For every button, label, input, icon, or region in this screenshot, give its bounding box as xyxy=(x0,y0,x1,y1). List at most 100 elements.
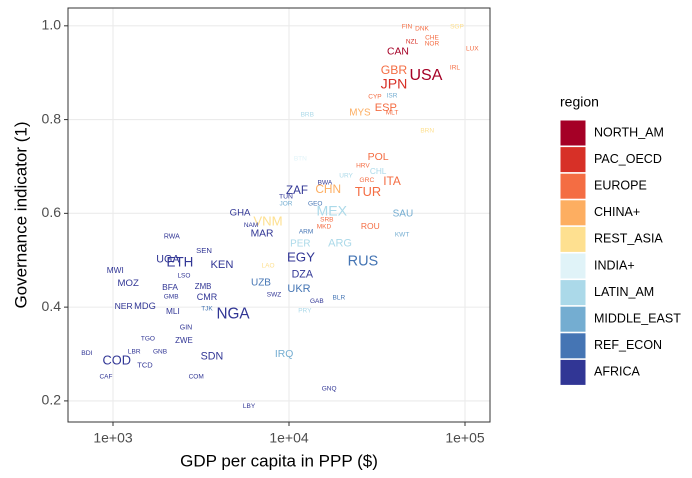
point-label: PER xyxy=(290,238,310,249)
point-label: NER xyxy=(115,301,133,311)
point-label: NAM xyxy=(244,222,258,229)
point-label: DZA xyxy=(292,269,314,281)
point-label: MEX xyxy=(316,203,347,219)
point-label: MDG xyxy=(134,301,156,311)
legend-swatch xyxy=(559,332,587,360)
point-label: VNM xyxy=(253,213,282,228)
point-label: BDI xyxy=(81,350,92,357)
y-tick-label: 0.8 xyxy=(42,110,62,126)
x-tick-label: 1e+05 xyxy=(445,430,485,446)
point-label: CAN xyxy=(387,46,409,57)
x-tick-label: 1e+04 xyxy=(269,430,309,446)
point-label: ZAF xyxy=(286,184,308,197)
point-label: GHA xyxy=(230,207,251,218)
point-label: GIN xyxy=(180,325,192,332)
point-label: BLR xyxy=(333,294,346,301)
point-label: RWA xyxy=(164,234,180,241)
legend-label: MIDDLE_EAST xyxy=(594,311,681,325)
legend-label: REF_ECON xyxy=(594,338,662,352)
point-label: RUS xyxy=(348,253,379,269)
legend-swatch xyxy=(559,358,587,386)
point-label: KWT xyxy=(395,232,409,239)
y-tick-label: 1.0 xyxy=(42,17,62,33)
point-label: TUN xyxy=(279,194,293,201)
legend-label: REST_ASIA xyxy=(594,232,663,246)
point-label: LAO xyxy=(262,263,275,270)
point-label: LBR xyxy=(128,348,141,355)
legend-label: PAC_OECD xyxy=(594,152,662,166)
point-label: GRC xyxy=(359,177,374,184)
point-label: MYS xyxy=(349,108,371,119)
point-label: GBR xyxy=(381,63,408,77)
point-label: CHN xyxy=(315,182,341,196)
point-label: SWZ xyxy=(267,292,281,299)
point-label: BRB xyxy=(301,112,314,119)
point-label: NOR xyxy=(425,40,440,47)
legend-swatch xyxy=(559,252,587,280)
legend-swatch xyxy=(559,199,587,227)
point-label: SEN xyxy=(196,246,212,255)
plot-border xyxy=(67,7,491,423)
point-label: ESP xyxy=(375,102,397,114)
point-label: KEN xyxy=(210,259,233,271)
point-label: GNB xyxy=(153,348,167,355)
point-label: CHE xyxy=(425,35,439,42)
point-label: UZB xyxy=(251,277,271,288)
legend-swatch xyxy=(559,279,587,307)
legend-swatch xyxy=(559,172,587,200)
point-label: CHL xyxy=(370,166,387,176)
point-label: ZWE xyxy=(175,336,193,345)
legend-label: INDIA+ xyxy=(594,258,635,272)
point-label: MWI xyxy=(107,265,124,275)
plot-panel xyxy=(68,8,490,422)
point-label: MKD xyxy=(317,224,332,231)
point-label: USA xyxy=(409,67,442,84)
point-label: COM xyxy=(189,374,204,381)
legend-swatch xyxy=(559,305,587,333)
point-label: MOZ xyxy=(118,278,139,289)
point-label: LSO xyxy=(177,272,190,279)
point-label: SDN xyxy=(201,351,224,363)
point-label: CAF xyxy=(99,374,112,381)
point-label: ISR xyxy=(387,92,398,99)
point-label: COD xyxy=(103,352,131,367)
point-label: SGP xyxy=(450,23,464,30)
point-label: BFA xyxy=(162,282,178,292)
point-label: POL xyxy=(368,151,389,163)
point-label: GNQ xyxy=(322,385,337,392)
point-label: EGY xyxy=(287,249,315,264)
legend-label: EUROPE xyxy=(594,178,647,192)
point-label: MLI xyxy=(166,306,180,316)
point-label: ITA xyxy=(383,174,401,188)
point-label: LUX xyxy=(466,46,479,53)
y-tick-label: 0.6 xyxy=(42,204,62,220)
legend-title: region xyxy=(560,94,599,110)
legend-label: LATIN_AM xyxy=(594,285,654,299)
point-label: JOR xyxy=(279,201,292,208)
legend-swatch xyxy=(559,119,587,147)
point-label: LBY xyxy=(243,403,256,410)
legend-swatch xyxy=(559,146,587,174)
point-label: ROU xyxy=(361,221,380,231)
point-label: ARG xyxy=(328,238,352,250)
x-axis-title: GDP per capita in PPP ($) xyxy=(180,451,378,470)
point-label: ZMB xyxy=(195,282,212,291)
point-label: CMR xyxy=(197,292,218,302)
point-label: MLT xyxy=(386,110,399,117)
point-label: JPN xyxy=(381,76,408,92)
y-tick-label: 0.2 xyxy=(42,392,62,408)
point-label: CYP xyxy=(368,93,381,100)
point-label: NGA xyxy=(216,306,250,323)
point-label: IRL xyxy=(450,65,461,72)
point-label: FIN xyxy=(402,23,413,30)
point-label: UGA xyxy=(156,254,180,266)
point-label: BWA xyxy=(318,180,333,187)
point-label: UKR xyxy=(287,283,310,295)
point-label: GEO xyxy=(308,201,322,208)
point-label: TJK xyxy=(201,306,213,313)
point-label: TUR xyxy=(355,184,381,199)
point-label: SRB xyxy=(320,217,333,224)
point-label: BRN xyxy=(420,128,434,135)
point-label: NZL xyxy=(406,38,419,45)
